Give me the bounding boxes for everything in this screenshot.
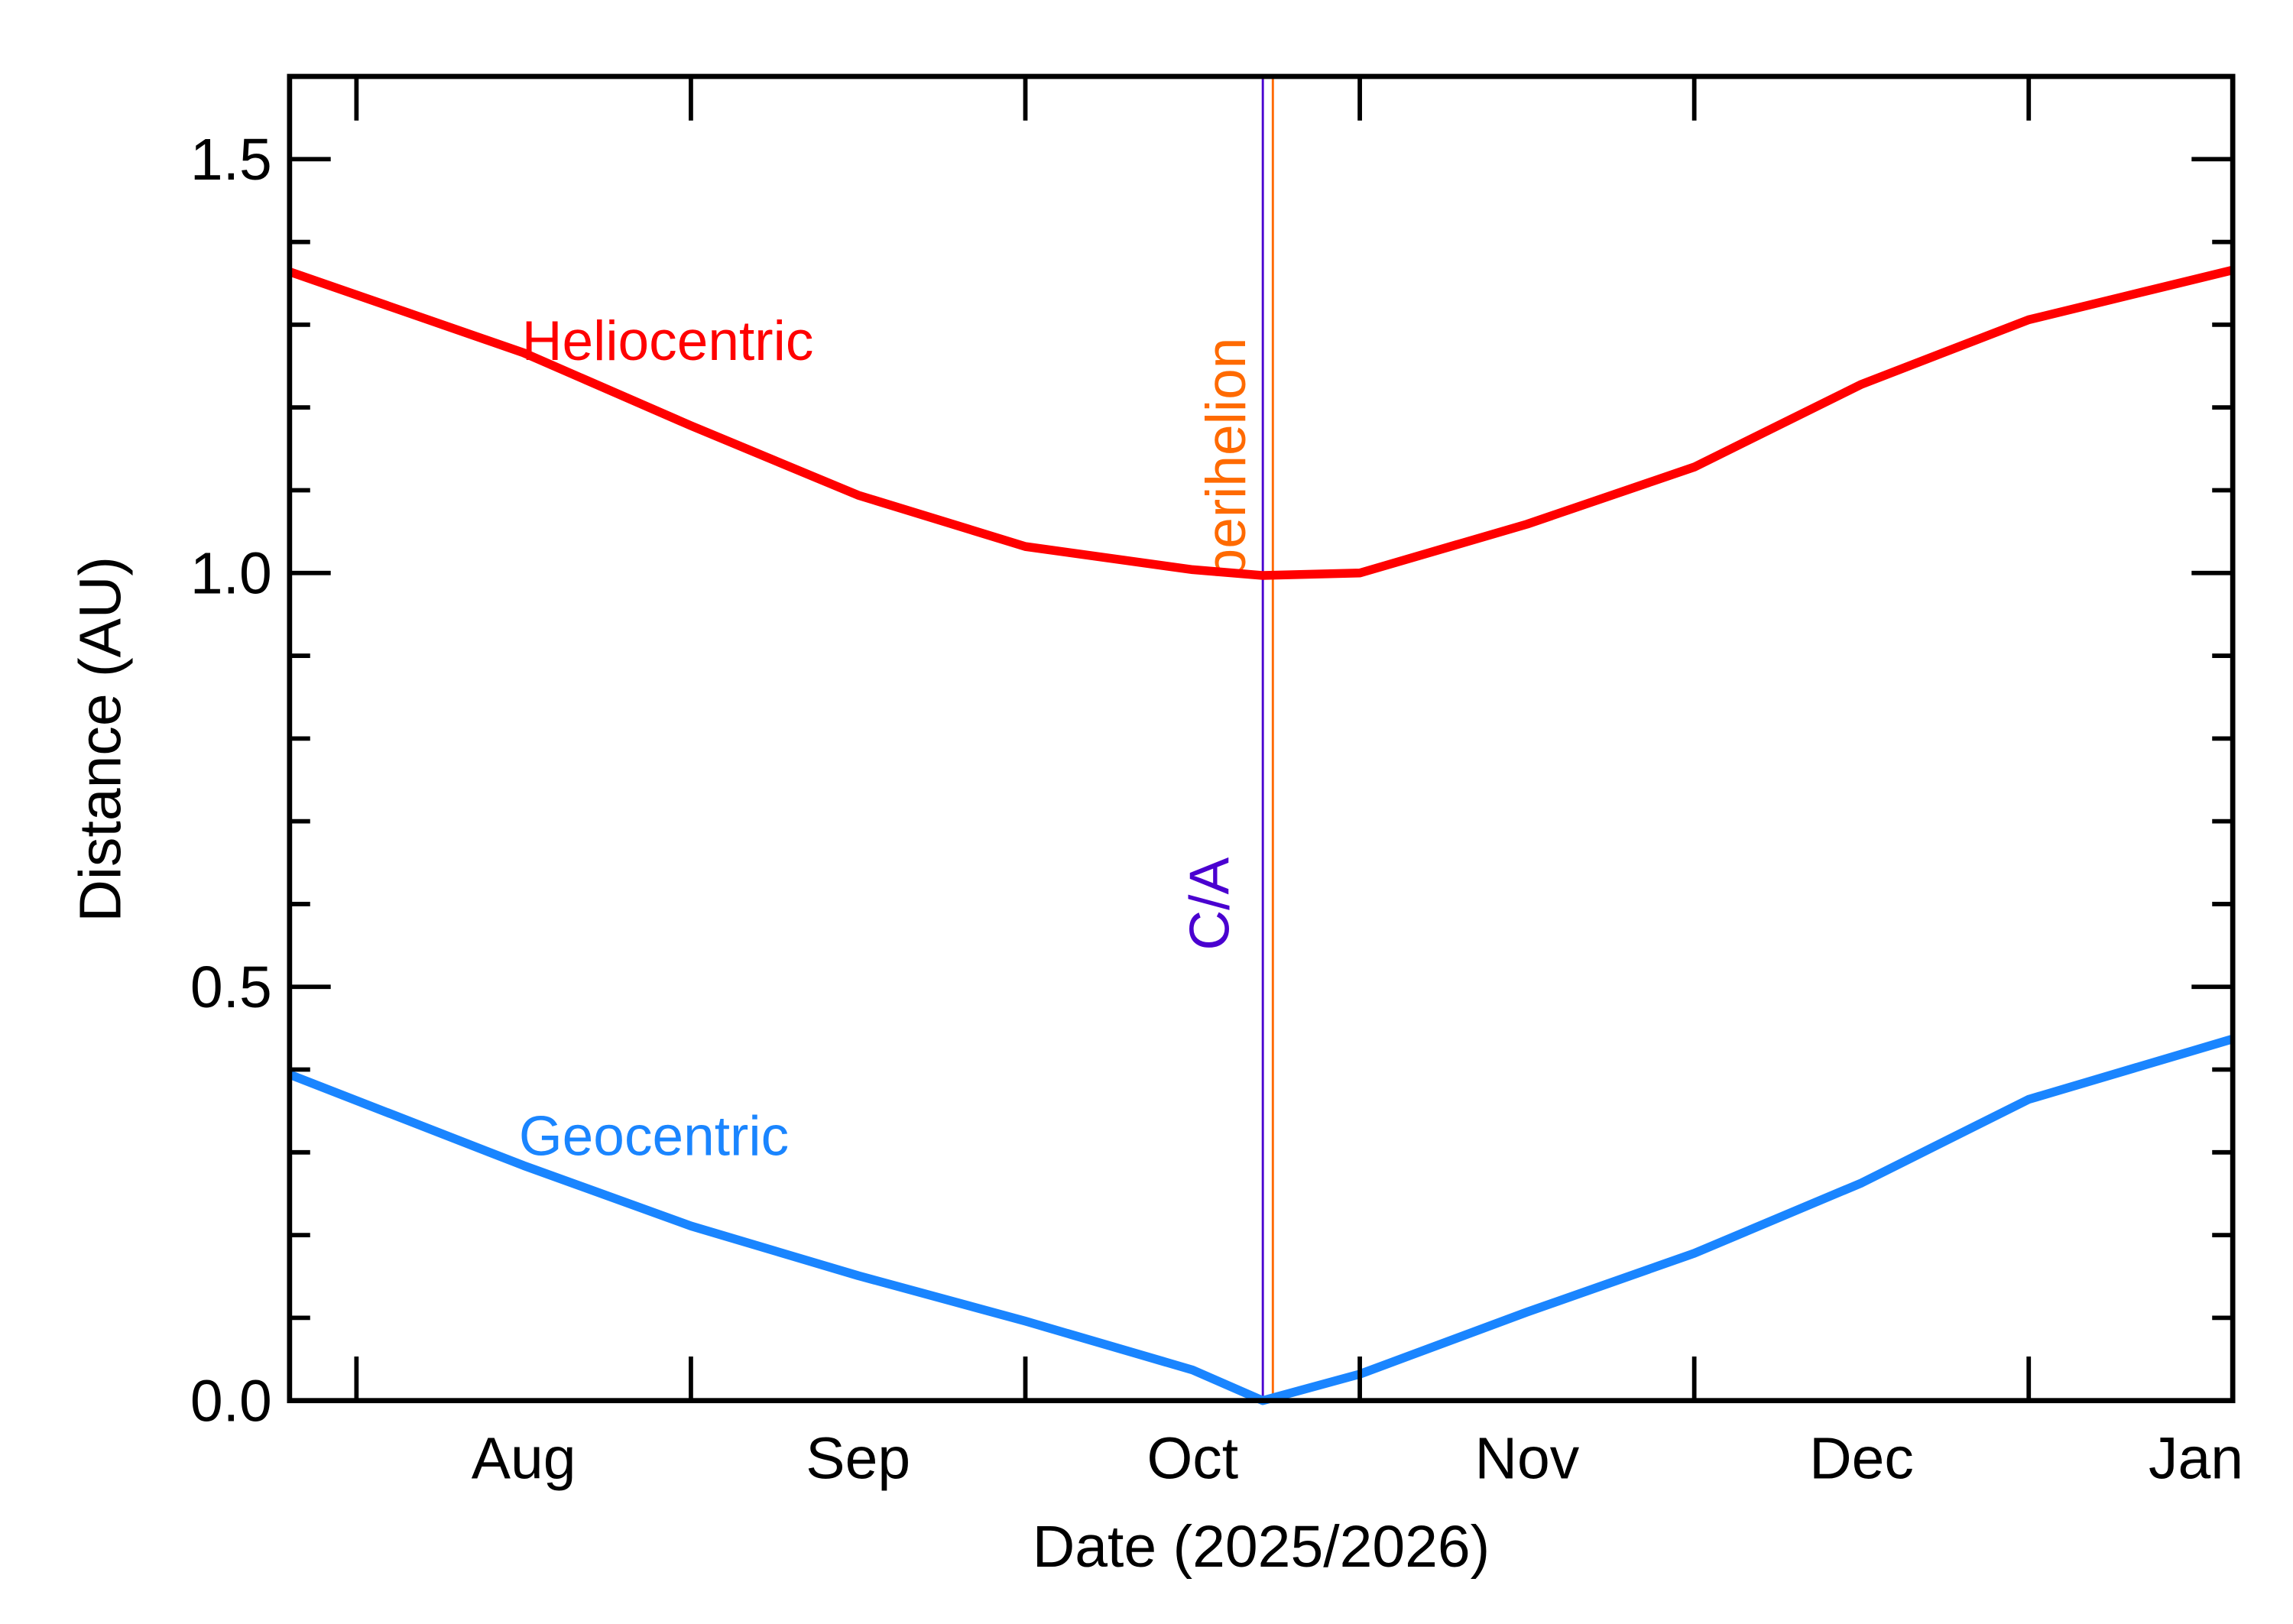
x-tick-label: Jan [2149, 1426, 2243, 1492]
y-tick-label: 0.5 [190, 955, 272, 1020]
y-axis-title: Distance (AU) [68, 556, 134, 922]
x-tick-label: Nov [1474, 1426, 1579, 1492]
marker-label: perihelion [1195, 338, 1257, 580]
y-tick-label: 0.0 [190, 1369, 272, 1434]
series-line [287, 265, 2234, 580]
series-line [287, 1034, 2234, 1405]
x-tick-label: Dec [1809, 1426, 1914, 1492]
x-tick-label: Oct [1146, 1426, 1238, 1492]
series-label: Geocentric [519, 1106, 789, 1168]
y-tick-label: 1.0 [190, 541, 272, 607]
marker-label: C/A [1179, 857, 1241, 951]
x-tick-label: Aug [472, 1426, 576, 1492]
y-tick-label: 1.5 [190, 127, 272, 193]
series-label: Heliocentric [522, 310, 814, 372]
x-axis-title: Date (2025/2026) [1033, 1514, 1490, 1580]
plot-frame [287, 73, 2236, 1404]
x-tick-label: Sep [806, 1426, 910, 1492]
